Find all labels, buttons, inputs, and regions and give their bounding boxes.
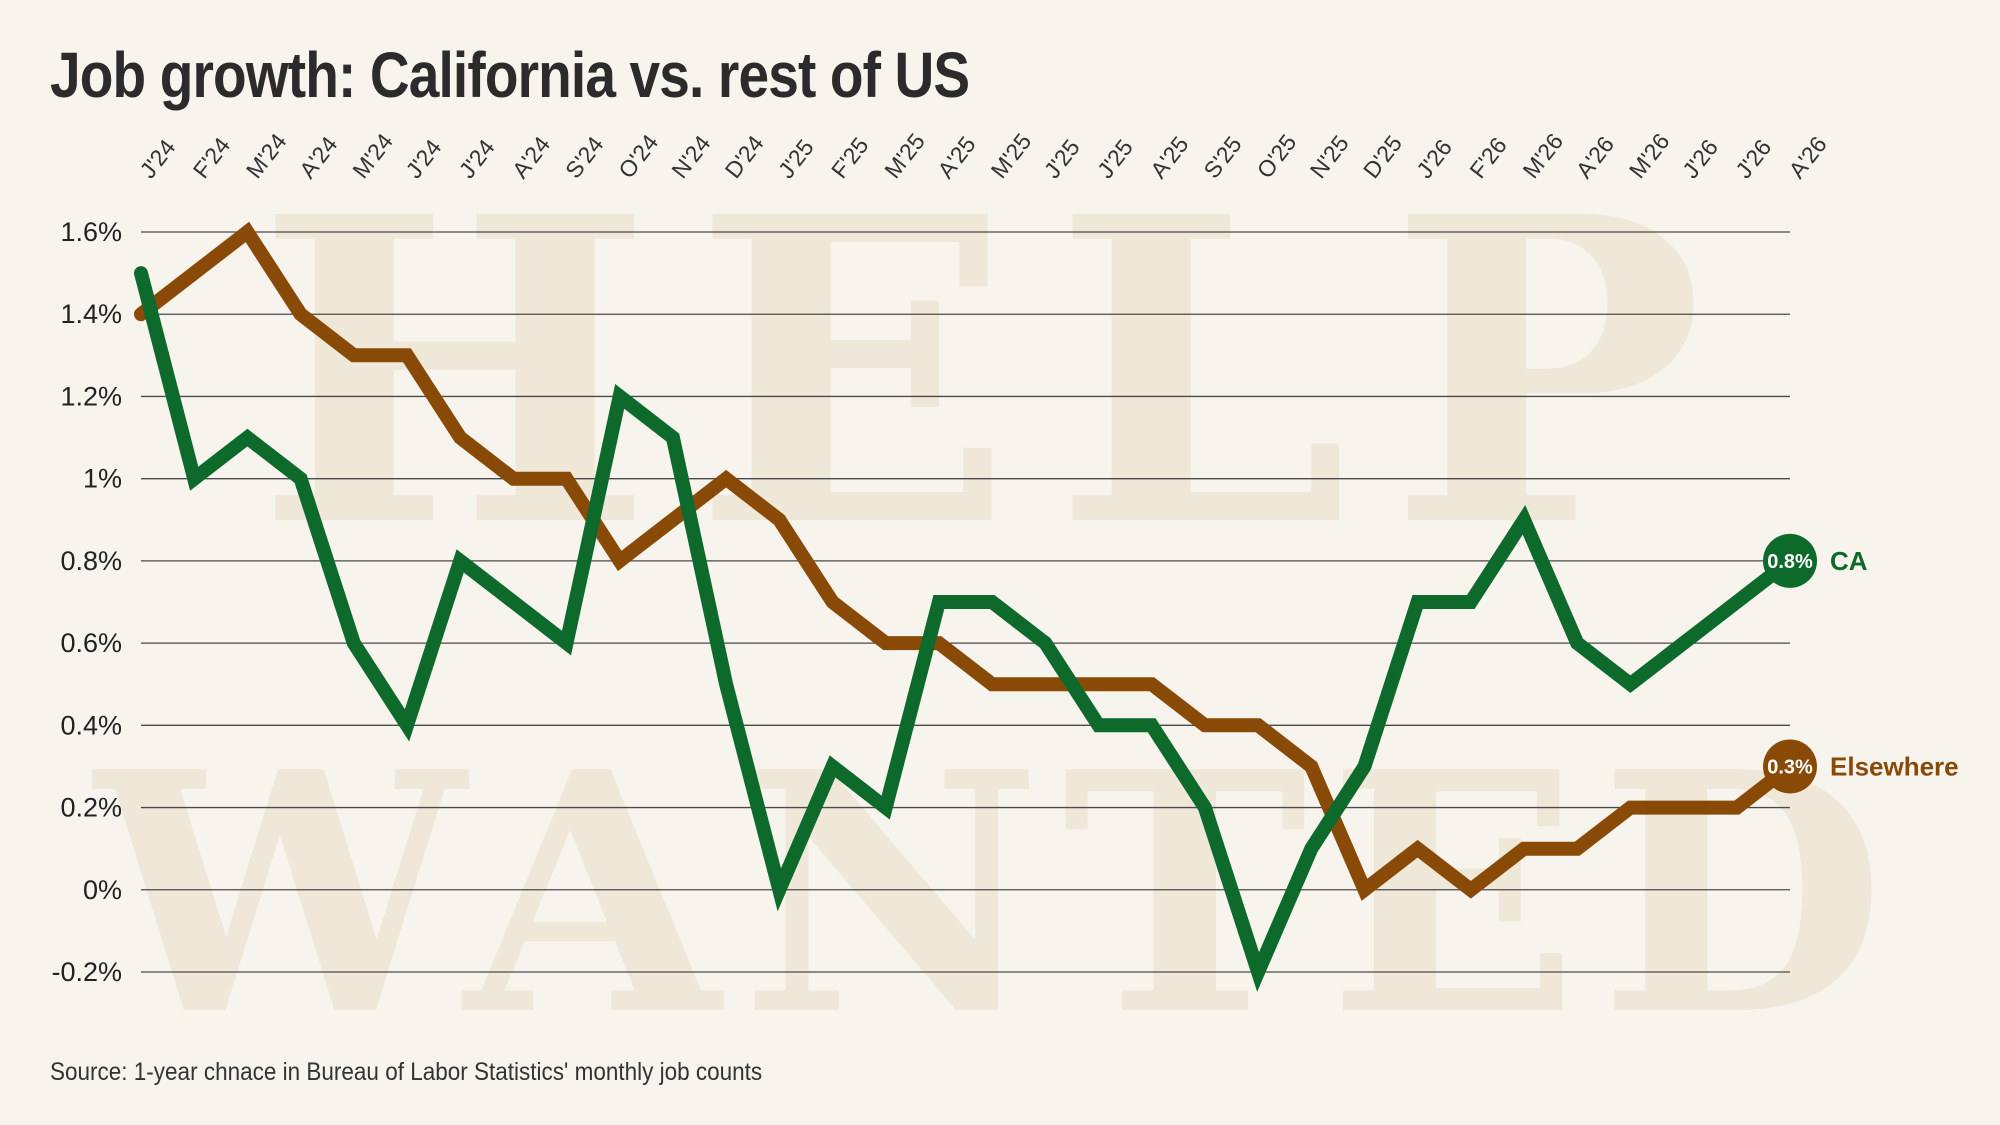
x-tick-label: M'25 [986, 128, 1037, 183]
x-tick-label: S'24 [560, 131, 609, 183]
x-tick-label: F'25 [826, 132, 874, 183]
source-note: Source: 1-year chnace in Bureau of Labor… [50, 1058, 763, 1086]
end-value-label: 0.3% [1767, 756, 1813, 778]
series-name-label: Elsewhere [1830, 751, 1959, 781]
x-tick-label: A'26 [1783, 131, 1831, 183]
x-tick-label: S'25 [1198, 131, 1246, 183]
x-tick-label: J'25 [1039, 134, 1085, 183]
x-tick-label: J'24 [134, 134, 180, 183]
x-tick-label: O'24 [613, 129, 663, 183]
x-tick-label: J'25 [773, 134, 819, 183]
x-tick-label: J'25 [1092, 134, 1138, 183]
series-lines [134, 221, 1797, 992]
x-tick-label: O'25 [1252, 129, 1302, 183]
x-tick-label: A'26 [1571, 131, 1619, 183]
gridlines [141, 231, 1790, 973]
x-tick-label: F'26 [1464, 132, 1512, 183]
y-tick-label: 0.6% [60, 628, 122, 658]
end-value-label: 0.8% [1767, 551, 1813, 573]
y-tick-label: 1% [83, 464, 122, 494]
end-markers: 0.8% CA 0.3% Elsewhere [1763, 533, 1959, 794]
y-tick-label: 0.4% [60, 710, 122, 740]
x-tick-label: A'24 [294, 131, 343, 183]
x-tick-label: M'25 [879, 128, 930, 183]
end-marker-elsewhere [1763, 739, 1817, 794]
x-tick-label: J'24 [400, 134, 446, 183]
y-axis-ticks: -0.2% 0% 0.2% 0.4% 0.6% 0.8% 1% 1.2% 1.4% 1.6% [51, 217, 122, 987]
y-tick-label: 1.2% [60, 381, 122, 411]
series-name-label: CA [1830, 546, 1868, 576]
y-tick-label: 1.4% [60, 299, 122, 329]
x-tick-label: A'25 [1145, 131, 1193, 183]
series-line-ca [134, 266, 1797, 992]
x-tick-label: M'26 [1624, 128, 1675, 183]
chart-title: Job growth: California vs. rest of US [50, 39, 970, 111]
x-tick-label: M'26 [1517, 128, 1568, 183]
x-tick-label: D'24 [720, 130, 769, 183]
x-tick-label: D'25 [1358, 130, 1407, 183]
x-axis-ticks: J'24 F'24 M'24 A'24 M'24 J'24 J'24 A'24 S'24 O'24… [134, 128, 1831, 183]
y-tick-label: 1.6% [60, 217, 122, 247]
x-tick-label: A'24 [507, 131, 556, 183]
y-tick-label: -0.2% [51, 957, 122, 987]
y-tick-label: 0.8% [60, 546, 122, 576]
x-tick-label: J'26 [1411, 134, 1457, 183]
x-tick-label: M'24 [347, 128, 398, 183]
x-tick-label: A'25 [932, 131, 980, 183]
x-tick-label: M'24 [241, 128, 292, 183]
x-tick-label: N'24 [666, 130, 715, 183]
x-tick-label: J'26 [1730, 134, 1776, 183]
x-tick-label: J'26 [1677, 134, 1723, 183]
series-line-elsewhere [134, 221, 1797, 901]
y-tick-label: 0% [83, 875, 122, 905]
end-marker-ca [1763, 533, 1817, 588]
x-tick-label: N'25 [1305, 130, 1354, 183]
x-tick-label: F'24 [188, 132, 236, 183]
x-tick-label: J'24 [454, 134, 500, 183]
y-tick-label: 0.2% [60, 793, 122, 823]
